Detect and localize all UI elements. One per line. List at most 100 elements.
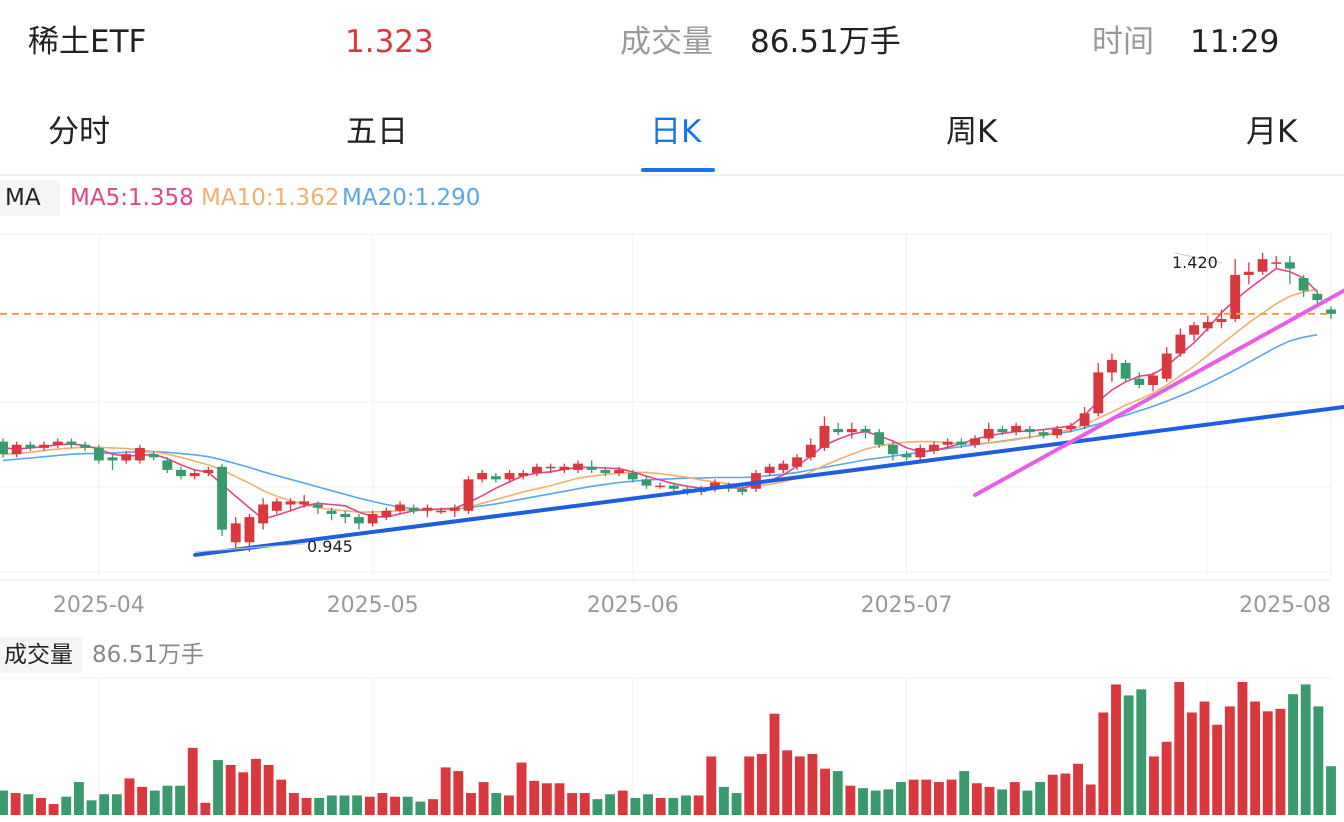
- volume-bar: [478, 782, 489, 815]
- candle-body: [929, 444, 939, 452]
- volume-bar: [1313, 706, 1324, 815]
- candle: [176, 466, 186, 480]
- volume-bar: [73, 782, 84, 815]
- moving-average-lines: [2, 267, 1318, 520]
- candle: [354, 513, 364, 530]
- volume-bar: [1123, 695, 1134, 815]
- candle-body: [80, 444, 91, 448]
- candle-body: [1189, 325, 1200, 335]
- candle: [0, 438, 8, 458]
- volume-bar: [213, 760, 223, 815]
- tab-intraday[interactable]: 分时: [48, 114, 110, 150]
- candle: [1161, 347, 1172, 382]
- candle-body: [1134, 378, 1145, 385]
- tab-monthly-k[interactable]: 月K: [1246, 114, 1298, 150]
- candle: [655, 482, 666, 489]
- candle-body: [39, 444, 50, 448]
- candle: [874, 429, 885, 448]
- candle-body: [1257, 259, 1268, 272]
- candle-body: [1052, 429, 1063, 436]
- volume-bar: [870, 790, 881, 815]
- candle: [1216, 309, 1227, 329]
- volume-bar: [908, 779, 919, 815]
- volume-indicator-button[interactable]: 成交量: [0, 637, 82, 673]
- volume-bar: [162, 785, 173, 815]
- volume-bar: [655, 797, 666, 815]
- candle: [559, 463, 570, 474]
- volume-bar: [352, 795, 363, 815]
- candle-body: [846, 429, 857, 433]
- candle: [887, 441, 898, 461]
- candle: [1175, 328, 1186, 357]
- ma10-value: MA10:1.362: [201, 185, 340, 211]
- candle-body: [737, 488, 748, 492]
- volume-bar: [1035, 782, 1046, 815]
- candle: [1326, 306, 1336, 319]
- candle: [1024, 425, 1035, 439]
- tab-weekly-k[interactable]: 周K: [946, 114, 998, 150]
- candle: [477, 469, 488, 483]
- tab-five-day[interactable]: 五日: [346, 114, 408, 150]
- volume-bar: [744, 756, 755, 815]
- volume-bar: [693, 795, 704, 815]
- volume-bar: [263, 764, 274, 815]
- candle: [271, 498, 282, 514]
- volume-bar: [48, 804, 59, 815]
- volume-bar: [820, 768, 831, 815]
- candle: [25, 441, 36, 452]
- candle: [258, 498, 269, 530]
- candle-body: [436, 510, 447, 513]
- tab-daily-k[interactable]: 日K: [650, 114, 702, 150]
- candle-body: [970, 438, 980, 445]
- candle-body: [887, 444, 898, 455]
- candle: [833, 422, 844, 436]
- volume-bar: [0, 790, 8, 815]
- candle-body: [778, 463, 789, 470]
- x-axis-labels: 2025-04 2025-05 2025-06 2025-07 2025-08: [53, 593, 1331, 618]
- x-tick-label: 2025-07: [861, 593, 953, 618]
- candle-body: [764, 466, 775, 474]
- volume-bar: [1111, 684, 1121, 815]
- time-value: 11:29: [1190, 24, 1280, 60]
- candle-body: [312, 504, 323, 508]
- candle: [1038, 429, 1049, 439]
- candle: [244, 513, 255, 552]
- candle: [860, 425, 871, 439]
- candle: [1120, 359, 1131, 382]
- candle: [1202, 315, 1213, 332]
- candle-body: [395, 504, 405, 511]
- candle: [737, 485, 748, 496]
- volume-bar: [946, 779, 957, 815]
- candle: [956, 438, 967, 448]
- quote-header: 稀土ETF 1.323 成交量 86.51万手 时间 11:29: [0, 0, 1344, 82]
- volume-bar: [984, 786, 995, 815]
- candle: [1065, 422, 1076, 433]
- volume-bar: [1047, 774, 1058, 815]
- candle-body: [244, 517, 255, 543]
- volume-bar: [453, 771, 464, 815]
- volume-bar: [681, 795, 691, 815]
- candle: [778, 460, 789, 474]
- candle: [997, 425, 1008, 436]
- volume-bar: [23, 794, 34, 815]
- candle-body: [1093, 372, 1104, 414]
- ma-indicator-button[interactable]: MA: [0, 180, 60, 216]
- candle: [217, 463, 227, 536]
- candle-body: [1065, 425, 1076, 430]
- candle-body: [956, 441, 967, 445]
- candle-body: [1243, 271, 1254, 275]
- candle-body: [107, 457, 118, 461]
- candle-body: [559, 466, 570, 470]
- volume-bar: [1237, 682, 1248, 815]
- volume-bar: [845, 785, 856, 815]
- min-price-label: 0.945: [307, 537, 353, 556]
- candle-body: [203, 469, 214, 474]
- candle: [39, 441, 50, 452]
- candle: [614, 466, 625, 477]
- candle: [422, 504, 433, 518]
- candle: [1134, 372, 1145, 389]
- candle: [1011, 422, 1022, 436]
- candle: [381, 507, 392, 521]
- volume-bar: [706, 756, 717, 815]
